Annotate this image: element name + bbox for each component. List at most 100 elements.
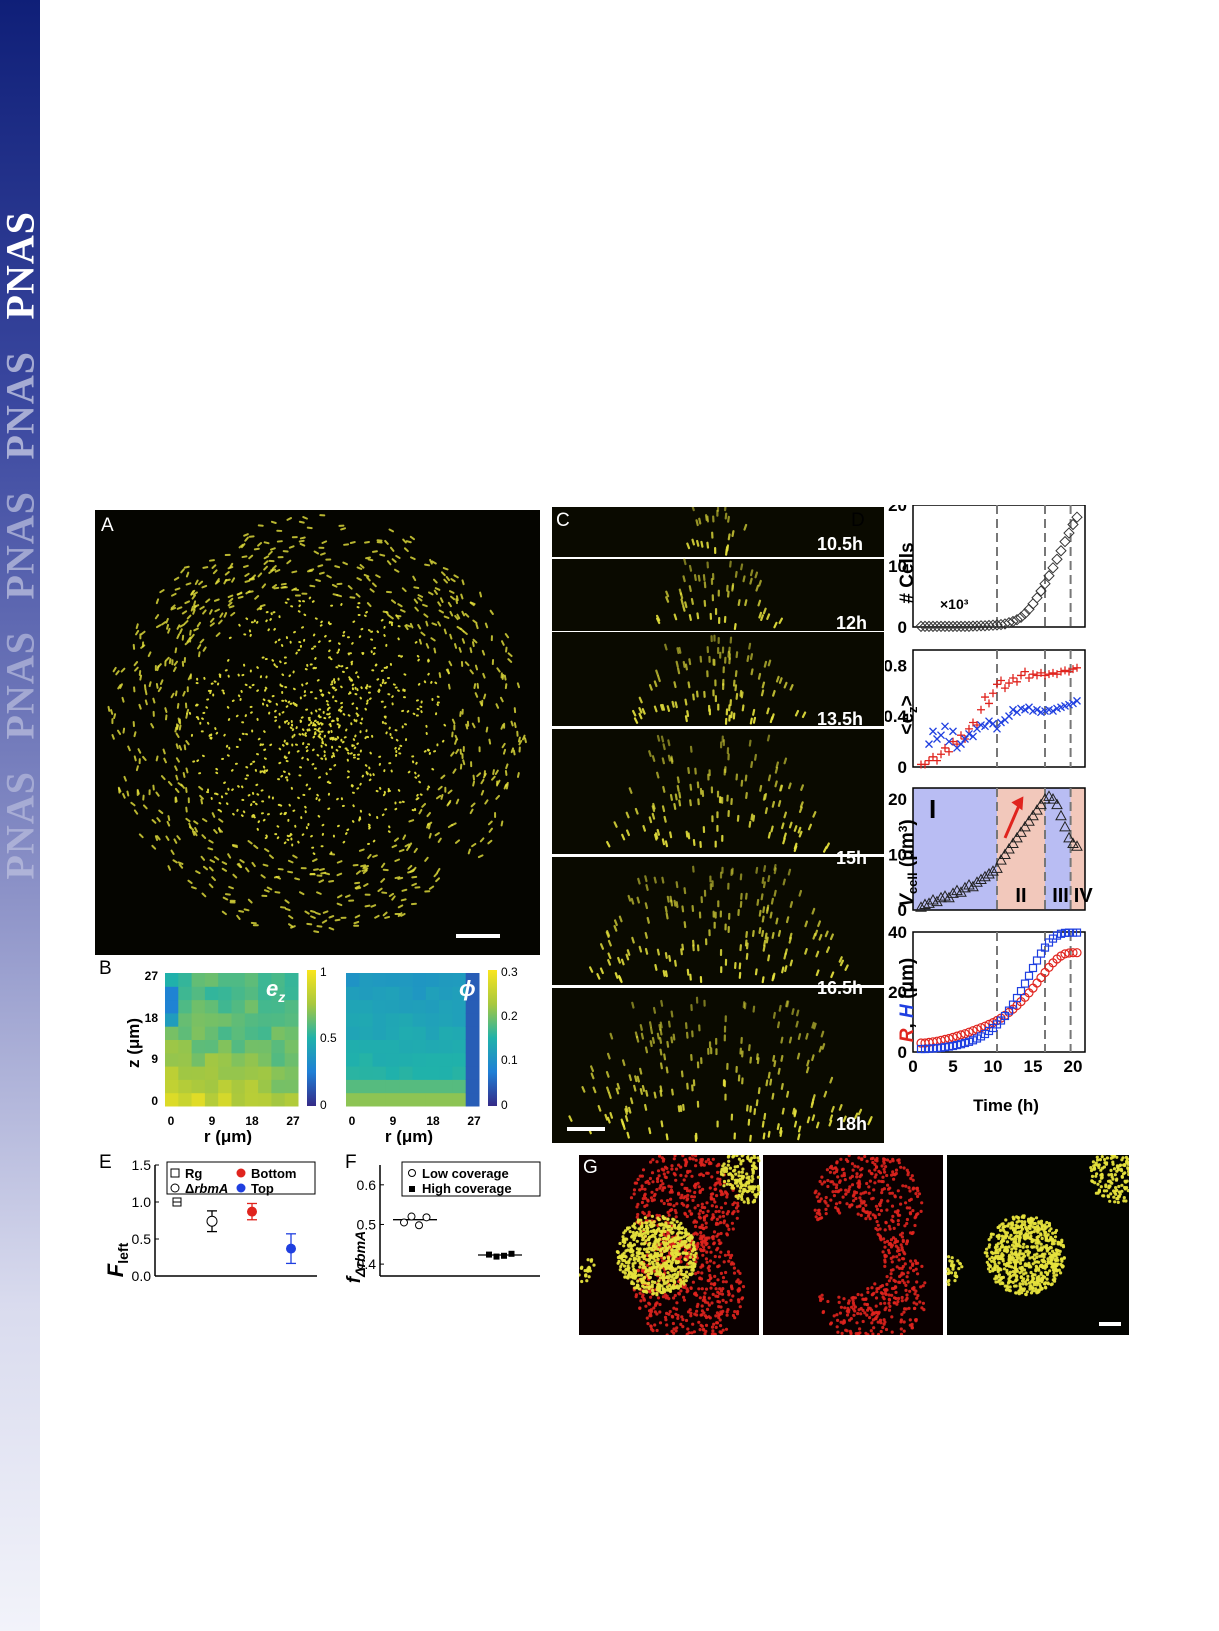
cell	[504, 769, 508, 776]
cell	[831, 1167, 835, 1171]
cell	[280, 774, 284, 778]
cell	[284, 899, 290, 904]
cell	[284, 907, 291, 912]
cell	[276, 836, 280, 840]
cell	[674, 959, 677, 967]
cell	[172, 666, 177, 673]
cell	[649, 1225, 653, 1229]
cell	[249, 803, 253, 807]
cell	[322, 710, 325, 714]
cell	[183, 565, 190, 569]
cell	[881, 1325, 885, 1330]
cell	[389, 733, 392, 737]
cell	[421, 802, 427, 808]
cell	[370, 650, 373, 654]
cell	[912, 1269, 916, 1273]
cell	[844, 1158, 848, 1162]
cell	[274, 719, 278, 723]
cell	[689, 783, 693, 791]
cell	[107, 705, 111, 712]
cell	[639, 1299, 643, 1303]
cell	[437, 785, 443, 791]
cell	[314, 697, 318, 700]
cell	[665, 1288, 669, 1292]
cell	[890, 1315, 894, 1319]
cell	[657, 1217, 661, 1221]
heat-cell	[191, 1066, 206, 1080]
cell	[466, 720, 470, 727]
cell	[303, 613, 307, 617]
cell	[632, 1243, 636, 1247]
cell	[868, 1179, 872, 1183]
cell	[281, 690, 284, 694]
cell	[662, 969, 666, 977]
cell	[720, 966, 723, 974]
cell	[893, 1195, 897, 1199]
cell	[660, 1120, 664, 1128]
cell	[139, 633, 142, 640]
cell	[853, 1164, 857, 1168]
cell	[356, 742, 360, 746]
data-point	[1047, 793, 1059, 804]
cell	[825, 1168, 829, 1172]
cell	[892, 1278, 896, 1282]
cell	[320, 871, 327, 875]
cell	[752, 814, 756, 822]
cell	[333, 680, 336, 684]
cell	[721, 866, 724, 874]
cell	[271, 584, 278, 589]
cell	[425, 724, 428, 728]
cell	[176, 835, 181, 841]
cell	[801, 711, 807, 719]
cell	[521, 734, 526, 741]
heat-cell	[244, 999, 259, 1014]
cell	[305, 826, 308, 830]
cell	[659, 1036, 663, 1044]
cell	[426, 787, 429, 791]
cell	[839, 959, 845, 967]
cell	[450, 751, 455, 757]
cell	[198, 772, 202, 775]
cell	[291, 570, 298, 574]
cell	[673, 1236, 677, 1240]
cell	[655, 1312, 659, 1316]
cell	[752, 1155, 756, 1157]
cell	[459, 748, 462, 755]
cell	[237, 595, 244, 599]
cell	[765, 1079, 769, 1087]
cell	[299, 719, 303, 723]
cell	[749, 569, 754, 577]
cell	[299, 766, 303, 769]
cell	[689, 745, 693, 753]
cell	[274, 709, 277, 713]
cell	[275, 875, 282, 880]
panel-label-c: C	[556, 510, 570, 531]
cell	[462, 759, 466, 766]
cell	[148, 789, 151, 796]
data-point	[921, 760, 929, 769]
cell	[793, 825, 798, 832]
heat-cell	[452, 1012, 467, 1027]
cell	[162, 748, 166, 755]
cell	[696, 1270, 700, 1274]
cell	[913, 1223, 917, 1228]
cell	[896, 1209, 900, 1213]
cell	[431, 697, 434, 701]
cell	[723, 1034, 726, 1042]
cell	[375, 574, 381, 579]
cell	[713, 658, 716, 666]
cell	[326, 574, 332, 579]
cell	[664, 840, 669, 848]
heat-cell	[385, 1026, 400, 1040]
cell	[278, 712, 281, 716]
cell	[164, 656, 170, 662]
cell	[786, 1000, 790, 1008]
cell	[1022, 1242, 1026, 1246]
cell	[287, 818, 290, 822]
cell	[381, 720, 385, 724]
cell	[650, 1199, 654, 1203]
cell	[455, 798, 460, 805]
cell	[677, 1163, 681, 1167]
cell	[669, 1287, 673, 1291]
heat-cell	[439, 1079, 453, 1094]
